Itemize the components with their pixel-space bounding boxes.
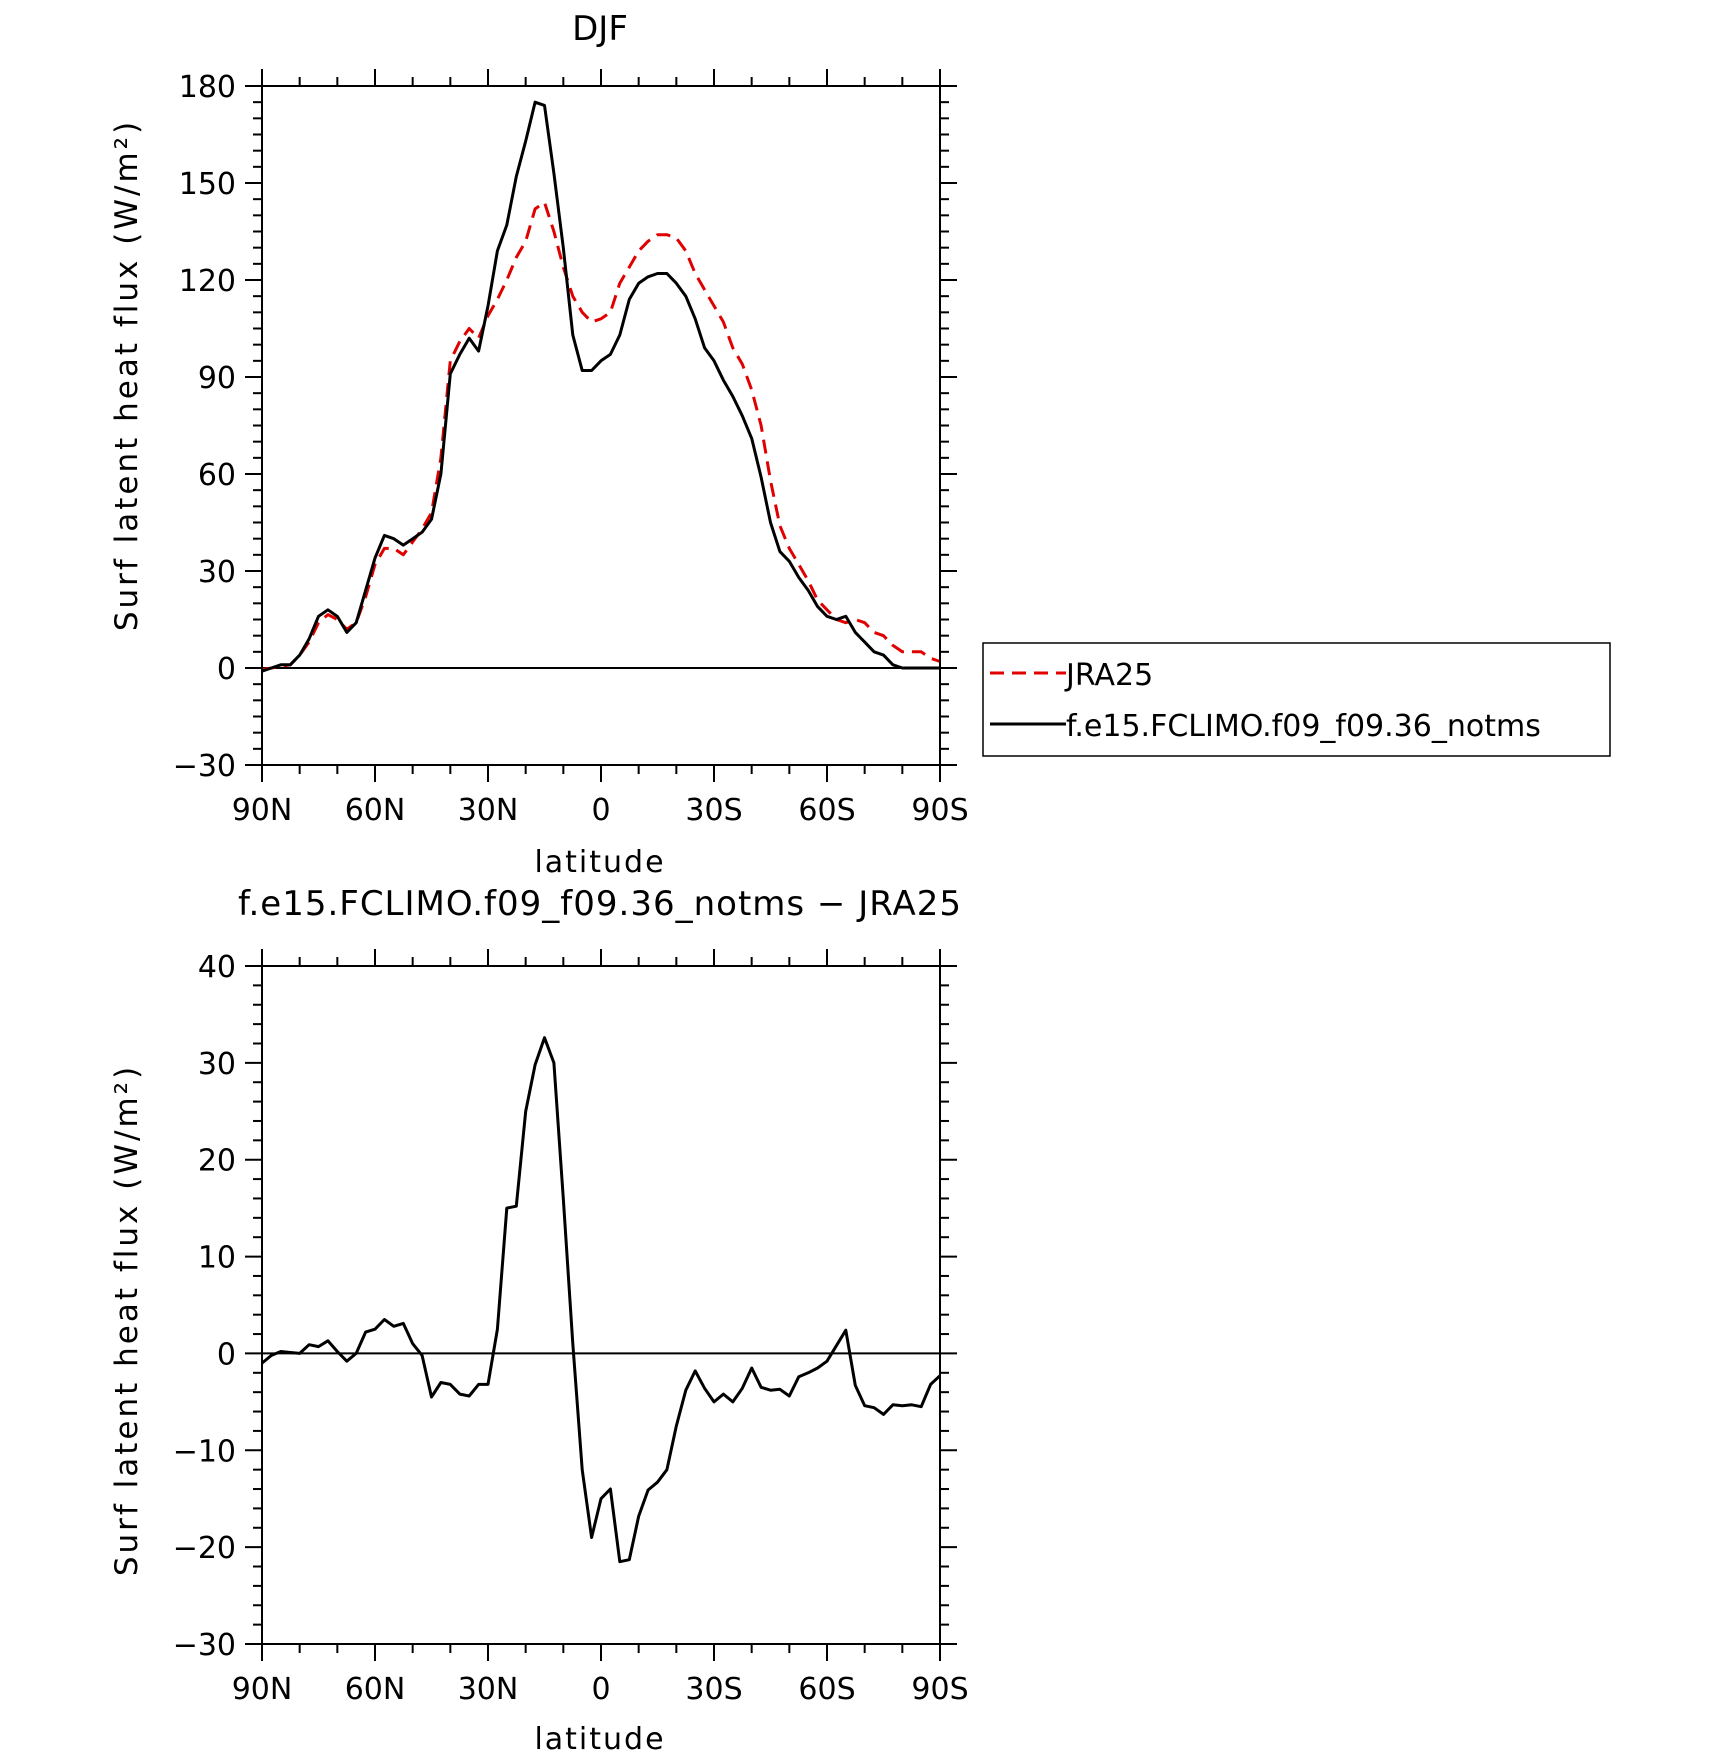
top-axis-ticks xyxy=(245,69,957,782)
bottom-y-tick-label: −10 xyxy=(173,1434,236,1469)
bottom-panel: f.e15.FCLIMO.f09_f09.36_notms − JRA25 −3… xyxy=(109,884,969,1756)
bottom-plot-frame xyxy=(261,965,941,1645)
bottom-y-tick-labels: −30 −20 −10 0 10 20 30 40 xyxy=(173,950,236,1663)
bottom-x-tick-labels: 90N 60N 30N 0 30S 60S 90S xyxy=(232,1672,969,1707)
top-x-tick-label: 60N xyxy=(345,793,406,828)
bottom-x-tick-label: 30S xyxy=(685,1672,742,1707)
top-x-tick-label: 30N xyxy=(458,793,519,828)
top-y-tick-label: 150 xyxy=(179,167,236,202)
top-y-tick-label: 30 xyxy=(198,555,236,590)
bottom-x-tick-label: 30N xyxy=(458,1672,519,1707)
top-y-tick-label: 0 xyxy=(217,652,236,687)
bottom-axis-ticks xyxy=(245,949,957,1661)
legend-box xyxy=(982,642,1611,757)
top-plot-frame xyxy=(261,85,941,766)
bottom-x-axis-label: latitude xyxy=(534,1722,665,1756)
bottom-y-tick-label: 10 xyxy=(198,1241,236,1276)
legend: JRA25 f.e15.FCLIMO.f09_f09.36_notms xyxy=(982,642,1611,757)
top-y-tick-label: 60 xyxy=(198,458,236,493)
top-y-tick-label: 90 xyxy=(198,361,236,396)
bottom-y-tick-label: 40 xyxy=(198,950,236,985)
bottom-y-tick-label: 20 xyxy=(198,1144,236,1179)
top-panel: DJF −30 0 30 60 90 120 150 180 90N 60N 30N 0 30S 60S… xyxy=(109,9,969,880)
top-y-tick-label: 120 xyxy=(179,264,236,299)
bottom-x-tick-label: 90S xyxy=(911,1672,968,1707)
bottom-x-tick-label: 60N xyxy=(345,1672,406,1707)
top-y-axis-label: Surf latent heat flux (W/m²) xyxy=(109,119,145,631)
legend-label-jra25: JRA25 xyxy=(1064,658,1153,693)
top-x-tick-label: 90N xyxy=(232,793,293,828)
top-x-tick-label: 0 xyxy=(591,793,610,828)
bottom-series xyxy=(261,1036,942,1564)
legend-label-model: f.e15.FCLIMO.f09_f09.36_notms xyxy=(1066,709,1541,744)
top-series xyxy=(261,100,941,673)
top-x-tick-label: 90S xyxy=(911,793,968,828)
bottom-y-tick-label: −20 xyxy=(173,1531,236,1566)
top-x-tick-label: 30S xyxy=(685,793,742,828)
bottom-x-tick-label: 0 xyxy=(591,1672,610,1707)
top-x-axis-label: latitude xyxy=(534,845,665,880)
top-chart-title: DJF xyxy=(572,9,628,49)
bottom-x-tick-label: 60S xyxy=(798,1672,855,1707)
top-x-tick-label: 60S xyxy=(798,793,855,828)
bottom-y-tick-label: 0 xyxy=(217,1337,236,1372)
bottom-y-axis-label: Surf latent heat flux (W/m²) xyxy=(109,1064,145,1576)
top-series-line-jra25 xyxy=(261,200,941,672)
bottom-x-tick-label: 90N xyxy=(232,1672,293,1707)
bottom-series-line-model xyxy=(261,1036,942,1564)
top-y-tick-label: −30 xyxy=(173,749,236,784)
top-y-tick-labels: −30 0 30 60 90 120 150 180 xyxy=(173,70,236,784)
bottom-y-tick-label: 30 xyxy=(198,1047,236,1082)
top-x-tick-labels: 90N 60N 30N 0 30S 60S 90S xyxy=(232,793,969,828)
bottom-y-tick-label: −30 xyxy=(173,1628,236,1663)
top-series-line-model xyxy=(261,100,940,673)
bottom-chart-title: f.e15.FCLIMO.f09_f09.36_notms − JRA25 xyxy=(238,884,962,924)
top-y-tick-label: 180 xyxy=(179,70,236,105)
